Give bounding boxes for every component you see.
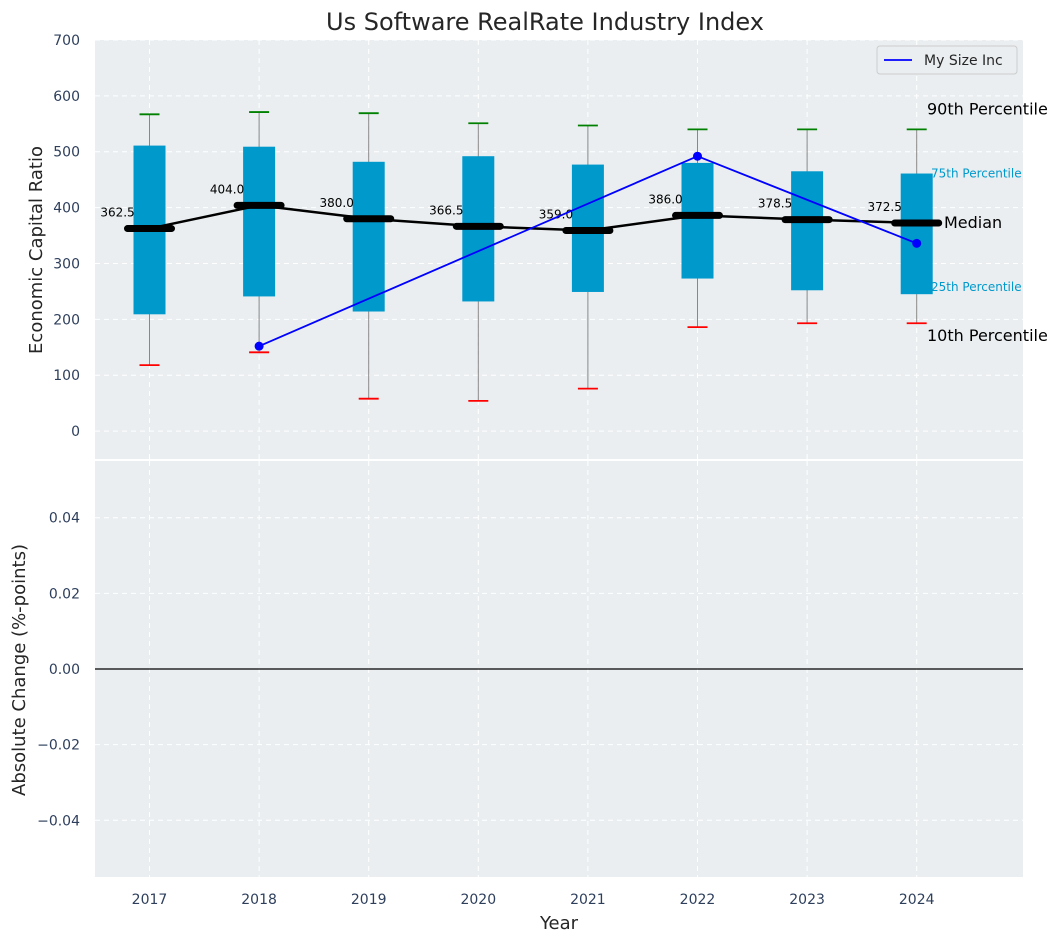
top-y-tick-label: 600 (53, 89, 80, 105)
x-axis-label: Year (539, 913, 579, 934)
median-value-label: 362.5 (100, 206, 134, 220)
label-25th-percentile: 25th Percentile (931, 280, 1022, 294)
median-value-label: 372.5 (868, 200, 902, 214)
top-y-tick-labels: 0 100 200 300 400 500 600 700 (53, 33, 80, 440)
box (352, 161, 385, 312)
top-y-tick-label: 700 (53, 33, 80, 49)
company-point (912, 238, 922, 248)
median-value-labels: 362.5 404.0 380.0 366.5 359.0 386.0 378.5 372.5 (100, 182, 902, 221)
median-value-label: 380.0 (320, 196, 354, 210)
box (791, 171, 824, 291)
top-y-tick-label: 400 (53, 201, 80, 217)
median-markers (124, 201, 943, 235)
x-tick-label: 2020 (460, 892, 496, 908)
legend-label-my-size-inc: My Size Inc (924, 53, 1003, 69)
bottom-y-tick-label: 0.00 (49, 662, 80, 678)
company-point (693, 151, 702, 161)
bottom-y-tick-label: 0.02 (49, 586, 80, 602)
top-y-tick-label: 0 (71, 424, 80, 440)
top-y-tick-label: 300 (53, 256, 80, 272)
top-plot-background (95, 40, 1023, 459)
label-10th-percentile: 10th Percentile (927, 326, 1048, 345)
median-value-label: 404.0 (210, 182, 244, 196)
bottom-y-tick-label: 0.04 (49, 511, 80, 527)
median-value-label: 386.0 (648, 192, 682, 206)
top-y-tick-label: 200 (53, 312, 80, 328)
x-tick-label: 2017 (132, 892, 168, 908)
chart-title: Us Software RealRate Industry Index (326, 8, 764, 36)
legend-box (876, 45, 1018, 75)
box (243, 146, 276, 297)
label-90th-percentile: 90th Percentile (927, 99, 1048, 118)
top-y-tick-label: 100 (53, 368, 80, 384)
median-value-label: 366.5 (429, 203, 463, 217)
bottom-y-tick-label: −0.02 (37, 738, 80, 754)
box (681, 162, 714, 279)
label-median: Median (944, 213, 1002, 232)
label-75th-percentile: 75th Percentile (931, 167, 1022, 181)
box (900, 173, 933, 295)
company-point (254, 341, 264, 351)
x-tick-label: 2022 (680, 892, 716, 908)
bottom-y-tick-label: −0.04 (37, 813, 80, 829)
company-points (254, 151, 922, 351)
percentile-caps (139, 111, 927, 402)
x-tick-labels: 2017 2018 2019 2020 2021 2022 2023 2024 (132, 892, 935, 908)
x-tick-label: 2021 (570, 892, 606, 908)
legend: My Size Inc (876, 45, 1018, 75)
x-tick-label: 2018 (241, 892, 277, 908)
median-value-label: 378.5 (758, 197, 792, 211)
x-tick-label: 2023 (789, 892, 825, 908)
top-y-tick-label: 500 (53, 145, 80, 161)
bottom-y-tick-labels: −0.04 −0.02 0.00 0.02 0.04 (37, 511, 80, 830)
x-tick-label: 2024 (899, 892, 935, 908)
x-tick-label: 2019 (351, 892, 387, 908)
bottom-y-axis-label: Absolute Change (%-points) (9, 544, 30, 796)
median-value-label: 359.0 (539, 208, 573, 222)
top-y-axis-label: Economic Capital Ratio (26, 146, 47, 354)
